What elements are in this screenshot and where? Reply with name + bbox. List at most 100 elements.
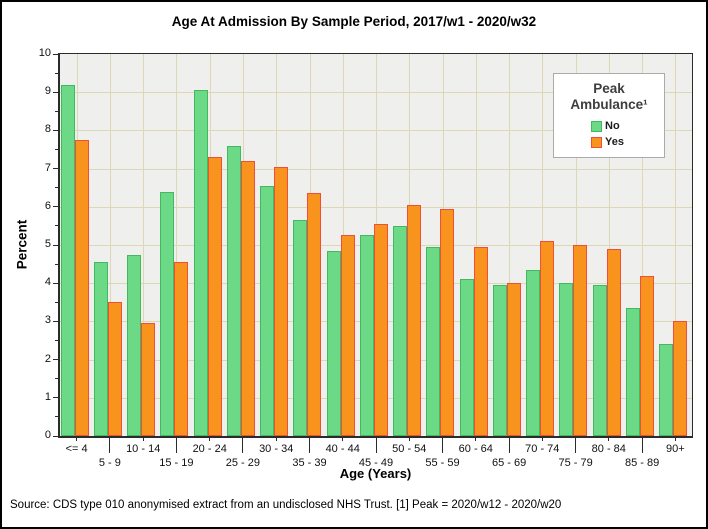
x-axis-tick (209, 436, 211, 441)
x-axis-tick (475, 436, 477, 441)
bar-no-1 (93, 262, 108, 436)
bar-no-11 (426, 246, 441, 436)
bar-yes-9 (373, 224, 388, 436)
bar-yes-5 (240, 161, 255, 436)
bar-yes-12 (473, 246, 488, 436)
x-axis-tick-label: 90+ (666, 443, 685, 455)
x-axis-tick (541, 436, 543, 441)
y-axis-tick-label: 1 (44, 390, 51, 403)
bar-yes-0 (74, 139, 89, 436)
x-axis-tick (674, 436, 676, 441)
y-axis-minor-tick (55, 301, 58, 303)
legend-item-label: No (605, 120, 620, 133)
x-axis-tick (575, 436, 577, 453)
x-axis-tick-label: 75 - 79 (558, 457, 593, 469)
x-axis-tick (375, 436, 377, 453)
y-axis-tick (53, 244, 58, 246)
x-axis-tick-label: 40 - 44 (325, 443, 360, 455)
y-axis-tick (53, 168, 58, 170)
y-axis-tick (53, 206, 58, 208)
y-axis-tick-label: 4 (44, 276, 51, 289)
x-axis-tick (109, 436, 111, 453)
v-gridline (642, 54, 644, 436)
legend-item-yes: Yes (591, 135, 664, 149)
x-axis-tick (175, 436, 177, 453)
y-axis-tick-label: 3 (44, 314, 51, 327)
legend: Peak Ambulance¹ No Yes (553, 73, 665, 159)
v-gridline (509, 54, 511, 436)
chart-title: Age At Admission By Sample Period, 2017/… (171, 14, 537, 29)
x-axis-tick (142, 436, 144, 441)
y-axis-minor-tick (55, 340, 58, 341)
y-axis-tick (53, 397, 58, 399)
x-axis-tick-label: 70 - 74 (525, 443, 560, 455)
v-gridline (475, 54, 477, 436)
bar-no-16 (592, 285, 607, 436)
x-axis-tick-label: 15 - 19 (159, 457, 194, 469)
bar-no-14 (526, 269, 541, 436)
x-axis-tick (508, 436, 510, 453)
bar-no-15 (559, 283, 574, 436)
x-axis-tick-label: 20 - 24 (192, 443, 227, 455)
bar-no-2 (127, 254, 141, 436)
legend-item-no: No (591, 119, 664, 133)
y-axis-minor-tick (55, 110, 58, 112)
bar-yes-15 (573, 245, 588, 436)
v-gridline (176, 54, 178, 436)
x-axis-tick-label: 50 - 54 (392, 443, 427, 455)
y-axis-tick-label: 10 (38, 47, 51, 59)
bar-yes-4 (207, 157, 222, 436)
bar-no-12 (459, 279, 474, 436)
bar-no-3 (160, 191, 175, 436)
bar-no-10 (393, 225, 408, 436)
x-axis-tick (408, 436, 410, 441)
y-axis-tick (53, 359, 58, 361)
x-axis-title: Age (Years) (339, 466, 412, 481)
x-axis-tick-label: 10 - 14 (126, 443, 161, 455)
y-axis-minor-tick (55, 149, 58, 150)
bar-yes-10 (407, 204, 422, 436)
bar-no-9 (359, 235, 374, 436)
y-axis-tick-label: 9 (44, 85, 51, 98)
y-axis-minor-tick (55, 187, 58, 189)
x-axis-tick (442, 436, 443, 453)
v-gridline (675, 54, 677, 436)
bar-yes-7 (307, 193, 322, 436)
bar-yes-18 (673, 321, 688, 436)
x-axis-tick-label: 5 - 9 (98, 457, 121, 469)
x-axis-tick-label: 85 - 89 (624, 457, 660, 469)
v-gridline (109, 54, 111, 436)
x-axis-tick-label: 35 - 39 (292, 457, 327, 469)
x-axis-tick (342, 436, 344, 441)
y-axis-minor-tick (55, 378, 58, 380)
x-axis-tick-label: 25 - 29 (225, 457, 261, 469)
bar-yes-14 (540, 241, 555, 436)
legend-items: No Yes (554, 119, 664, 149)
x-axis-tick (242, 436, 244, 453)
bar-no-4 (193, 90, 208, 436)
legend-item-label: Yes (605, 136, 624, 149)
bar-yes-3 (174, 262, 189, 436)
y-axis-tick-label: 7 (44, 161, 51, 174)
v-gridline (143, 54, 145, 436)
y-axis-tick-label: 2 (44, 352, 51, 365)
bar-no-13 (492, 285, 507, 436)
y-axis-minor-tick (55, 225, 58, 227)
bar-no-0 (60, 84, 75, 436)
y-axis-tick (53, 435, 58, 437)
y-axis-tick-label: 6 (44, 199, 51, 212)
y-axis-minor-tick (55, 263, 58, 265)
bar-yes-8 (340, 235, 355, 436)
legend-swatch-no (591, 120, 602, 132)
x-axis-tick-label: 60 - 64 (458, 443, 493, 455)
x-axis-tick-label: 80 - 84 (591, 443, 626, 455)
x-axis-tick-label: 65 - 69 (491, 457, 527, 469)
y-axis-tick-label: 8 (44, 123, 51, 136)
bar-no-18 (659, 344, 674, 436)
x-axis-tick (309, 436, 310, 453)
y-axis-tick (53, 91, 58, 93)
y-axis-tick (53, 129, 58, 131)
bar-no-7 (293, 220, 308, 436)
bar-yes-11 (440, 208, 455, 436)
v-gridline (608, 54, 610, 436)
